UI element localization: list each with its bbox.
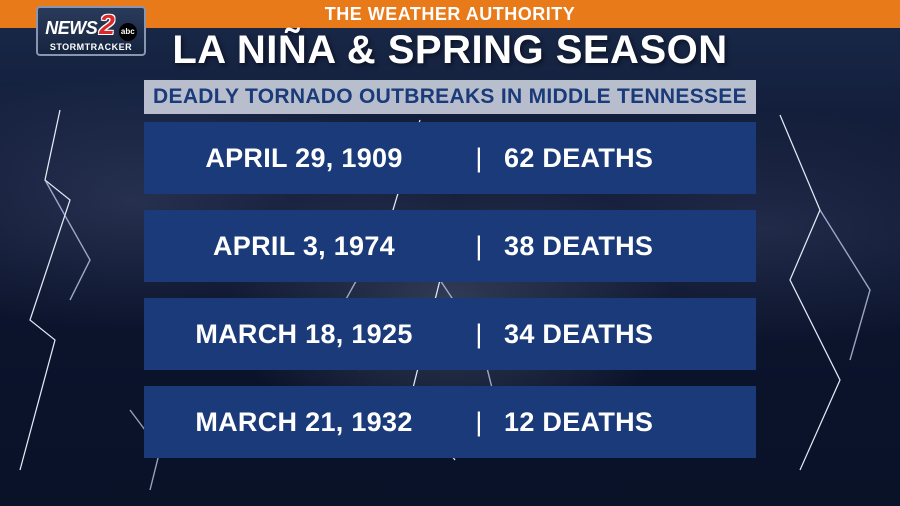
table-row: APRIL 29, 1909 | 62 DEATHS (144, 122, 756, 194)
row-date: MARCH 18, 1925 (144, 319, 464, 350)
row-deaths: 12 DEATHS (494, 407, 756, 438)
data-rows: APRIL 29, 1909 | 62 DEATHS APRIL 3, 1974… (144, 122, 756, 474)
table-row: MARCH 21, 1932 | 12 DEATHS (144, 386, 756, 458)
logo-news-row: NEWS 2 abc (45, 12, 137, 41)
row-deaths: 38 DEATHS (494, 231, 756, 262)
row-date: MARCH 21, 1932 (144, 407, 464, 438)
logo-network-icon: abc (119, 23, 137, 41)
table-row: APRIL 3, 1974 | 38 DEATHS (144, 210, 756, 282)
top-bar-label: THE WEATHER AUTHORITY (325, 4, 576, 25)
logo-subtitle: STORMTRACKER (50, 42, 132, 52)
row-deaths: 62 DEATHS (494, 143, 756, 174)
row-separator: | (464, 407, 494, 438)
row-date: APRIL 3, 1974 (144, 231, 464, 262)
subtitle-bar: DEADLY TORNADO OUTBREAKS IN MIDDLE TENNE… (144, 80, 756, 114)
row-separator: | (464, 143, 494, 174)
logo-news-text: NEWS (45, 18, 97, 39)
row-separator: | (464, 231, 494, 262)
row-deaths: 34 DEATHS (494, 319, 756, 350)
logo-box: NEWS 2 abc STORMTRACKER (36, 6, 146, 56)
logo-number: 2 (99, 12, 115, 37)
table-row: MARCH 18, 1925 | 34 DEATHS (144, 298, 756, 370)
station-logo: NEWS 2 abc STORMTRACKER (36, 6, 146, 78)
row-separator: | (464, 319, 494, 350)
row-date: APRIL 29, 1909 (144, 143, 464, 174)
subtitle-text: DEADLY TORNADO OUTBREAKS IN MIDDLE TENNE… (153, 85, 747, 109)
